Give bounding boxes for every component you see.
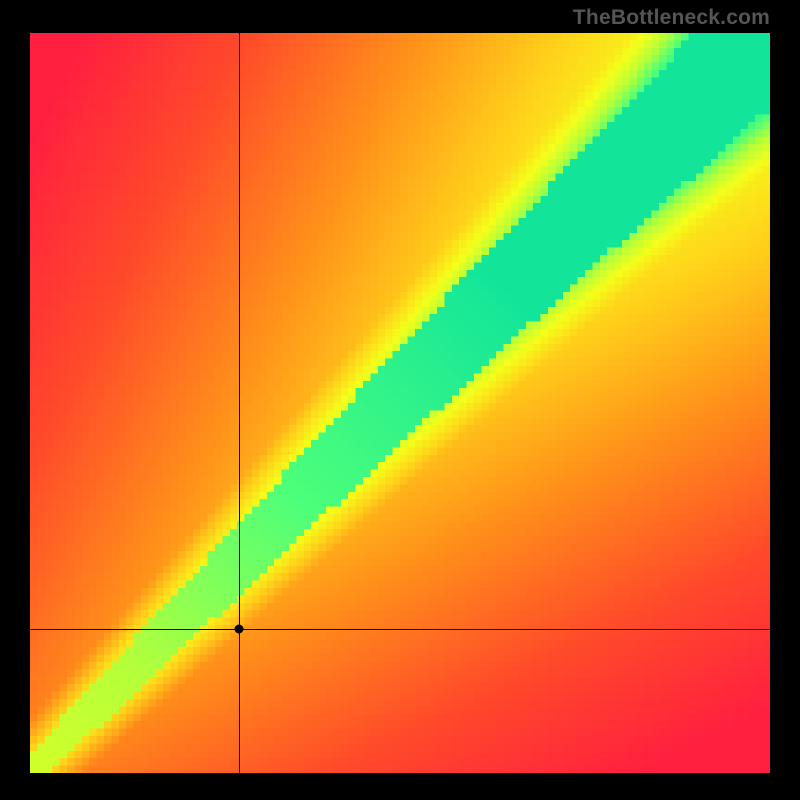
crosshair-horizontal xyxy=(30,629,770,630)
attribution-label: TheBottleneck.com xyxy=(573,6,770,30)
chart-container: TheBottleneck.com xyxy=(0,0,800,800)
crosshair-marker xyxy=(234,624,243,633)
bottleneck-heatmap xyxy=(30,33,770,773)
crosshair-vertical xyxy=(239,33,240,773)
